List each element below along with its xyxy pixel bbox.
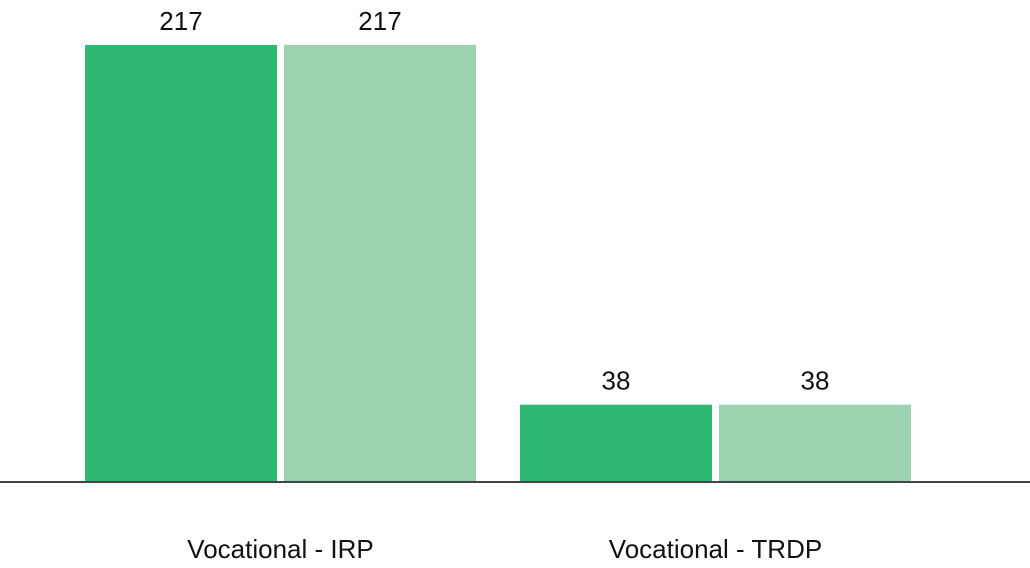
x-tick-label: Vocational - IRP	[187, 534, 373, 563]
value-label: 217	[358, 6, 401, 36]
bar	[719, 404, 911, 481]
bar	[85, 45, 277, 481]
value-label: 217	[159, 6, 202, 36]
value-label: 38	[602, 366, 631, 396]
x-tick-label: Vocational - TRDP	[609, 534, 822, 563]
value-label: 38	[801, 366, 830, 396]
bar	[284, 45, 476, 481]
bar	[520, 404, 712, 481]
